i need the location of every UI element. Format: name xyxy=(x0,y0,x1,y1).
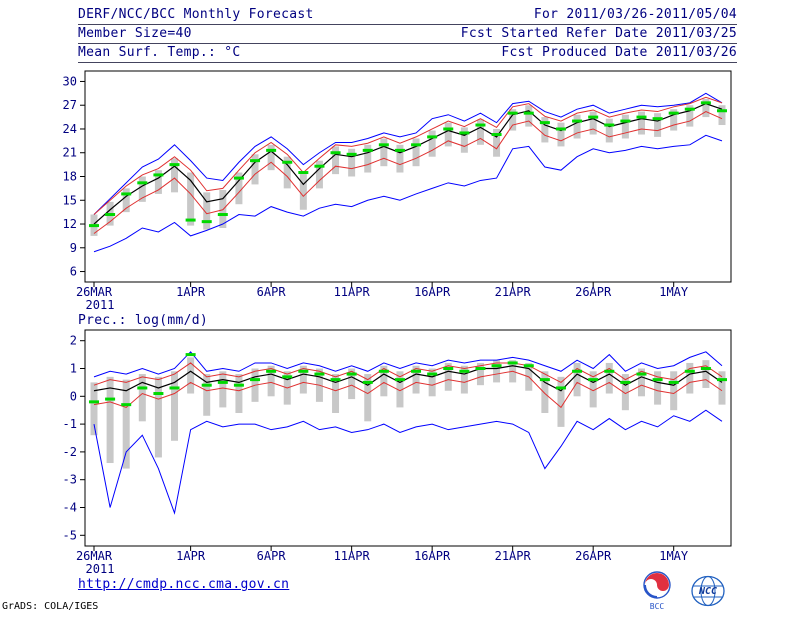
svg-text:-5: -5 xyxy=(63,528,77,542)
grads-credit: GrADS: COLA/IGES xyxy=(2,601,99,612)
svg-text:21: 21 xyxy=(63,146,77,160)
header-row-2: Member Size=40 Fcst Started Refer Date 2… xyxy=(78,26,737,41)
header-divider xyxy=(78,43,737,44)
svg-text:24: 24 xyxy=(63,122,77,136)
svg-text:BCC: BCC xyxy=(650,602,665,611)
svg-text:11APR: 11APR xyxy=(334,549,371,563)
svg-text:1MAY: 1MAY xyxy=(659,549,689,563)
svg-text:26APR: 26APR xyxy=(575,549,612,563)
svg-text:27: 27 xyxy=(63,98,77,112)
prec-variable-label: Prec.: log(mm/d) xyxy=(78,313,209,328)
bcc-logo-icon: BCC xyxy=(643,571,671,611)
svg-text:-2: -2 xyxy=(63,445,77,459)
svg-text:-1: -1 xyxy=(63,417,77,431)
precipitation-forecast-chart: -5 -4 -3 -2 -1 0 1 2 26MAR 1APR 6APR 11APR 16APR 21AP… xyxy=(0,312,800,582)
svg-text:1APR: 1APR xyxy=(176,549,206,563)
svg-text:0: 0 xyxy=(70,389,77,403)
svg-text:1MAY: 1MAY xyxy=(659,285,689,299)
ncc-logo: NCC xyxy=(684,573,732,615)
svg-text:2: 2 xyxy=(70,334,77,348)
forecast-range: For 2011/03/26-2011/05/04 xyxy=(533,7,737,22)
produced-date-label: Fcst Produced Date 2011/03/26 xyxy=(501,45,737,60)
svg-text:6: 6 xyxy=(70,265,77,279)
ncc-logo-icon: NCC xyxy=(691,575,725,607)
svg-text:15: 15 xyxy=(63,193,77,207)
header-row-1: DERF/NCC/BCC Monthly Forecast For 2011/0… xyxy=(78,7,737,22)
svg-text:12: 12 xyxy=(63,217,77,231)
svg-text:2011: 2011 xyxy=(86,298,115,312)
member-size-label: Member Size=40 xyxy=(78,26,192,41)
svg-text:2011: 2011 xyxy=(86,562,115,576)
bcc-logo: BCC xyxy=(637,569,677,617)
svg-text:21APR: 21APR xyxy=(495,549,532,563)
svg-text:11APR: 11APR xyxy=(334,285,371,299)
refer-date-label: Fcst Started Refer Date 2011/03/25 xyxy=(460,26,737,41)
svg-text:16APR: 16APR xyxy=(414,549,451,563)
svg-text:26MAR: 26MAR xyxy=(76,285,113,299)
cmdp-url-link[interactable]: http://cmdp.ncc.cma.gov.cn xyxy=(78,577,290,592)
svg-text:18: 18 xyxy=(63,170,77,184)
svg-text:NCC: NCC xyxy=(698,586,717,597)
svg-text:6APR: 6APR xyxy=(257,549,287,563)
svg-text:30: 30 xyxy=(63,74,77,88)
temperature-forecast-chart: 6 9 12 15 18 21 24 27 30 26MAR 1APR 6APR 11APR 16APR 2… xyxy=(0,63,800,317)
svg-text:1APR: 1APR xyxy=(176,285,206,299)
svg-text:9: 9 xyxy=(70,241,77,255)
temp-variable-label: Mean Surf. Temp.: °C xyxy=(78,45,241,60)
svg-text:-3: -3 xyxy=(63,473,77,487)
svg-text:16APR: 16APR xyxy=(414,285,451,299)
svg-text:1: 1 xyxy=(70,362,77,376)
svg-text:26APR: 26APR xyxy=(575,285,612,299)
header-row-3: Mean Surf. Temp.: °C Fcst Produced Date … xyxy=(78,45,737,60)
svg-text:26MAR: 26MAR xyxy=(76,549,113,563)
page-title: DERF/NCC/BCC Monthly Forecast xyxy=(78,7,314,22)
svg-text:6APR: 6APR xyxy=(257,285,287,299)
header-divider xyxy=(78,24,737,25)
header-divider xyxy=(78,62,737,63)
svg-text:21APR: 21APR xyxy=(495,285,532,299)
svg-text:-4: -4 xyxy=(63,500,77,514)
